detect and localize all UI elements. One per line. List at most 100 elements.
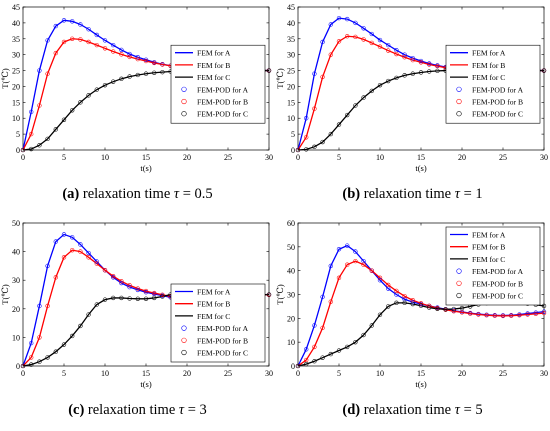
data-point [61, 232, 67, 237]
legend-marker [456, 280, 462, 286]
data-point [386, 304, 391, 309]
caption-text: relaxation time [82, 186, 171, 202]
data-point [45, 303, 50, 309]
data-point [377, 44, 383, 49]
caption-symbol: τ [454, 402, 460, 418]
data-point [304, 135, 309, 140]
data-point [353, 20, 358, 26]
y-tick-label: 10 [287, 114, 295, 123]
data-point [312, 344, 317, 350]
x-tick-label: 15 [417, 369, 425, 378]
data-point [160, 292, 165, 297]
legend-label: FEM-POD for C [472, 110, 523, 119]
x-tick-label: 30 [540, 369, 548, 378]
x-tick-label: 30 [540, 153, 548, 162]
data-point [369, 88, 374, 94]
data-point [152, 60, 157, 66]
data-point [119, 295, 124, 301]
data-point [78, 100, 83, 105]
data-point [320, 355, 325, 360]
data-point [143, 57, 149, 62]
data-point [94, 42, 99, 48]
data-point [70, 108, 75, 113]
data-point [53, 275, 58, 280]
data-point [45, 263, 50, 269]
data-point [102, 297, 108, 302]
x-tick-label: 30 [265, 369, 273, 378]
data-point [345, 262, 350, 267]
data-point [427, 69, 432, 74]
data-point [418, 60, 424, 65]
data-point [361, 332, 366, 338]
data-point [78, 22, 83, 27]
data-point [459, 305, 465, 311]
legend-label: FEM-POD for A [197, 85, 249, 94]
data-point [135, 55, 140, 60]
data-point [266, 68, 272, 73]
legend-marker [181, 325, 187, 331]
x-tick-label: 30 [265, 153, 273, 162]
data-point [86, 250, 91, 256]
data-point [328, 22, 333, 27]
x-tick-label: 20 [458, 153, 466, 162]
chart-panel-a: 0 5 10 15 20 25 30 0 5 10 15 20 25 30 35 40 45 t(s) T(℃) FE… [0, 0, 275, 215]
data-point [533, 310, 538, 315]
data-point [53, 239, 58, 244]
data-point [135, 286, 140, 291]
data-point [61, 255, 67, 260]
y-tick-label: 5 [291, 130, 295, 139]
data-point [386, 48, 391, 53]
y-tick-label: 15 [12, 98, 20, 107]
data-point [541, 310, 547, 316]
data-point [418, 58, 424, 64]
data-point [61, 117, 67, 122]
data-point [37, 335, 42, 340]
data-point [102, 38, 108, 43]
y-tick-label: 40 [287, 267, 295, 276]
legend-marker [456, 86, 462, 92]
data-point [160, 69, 165, 75]
data-point [102, 46, 108, 51]
data-point [70, 247, 75, 253]
x-tick-label: 0 [21, 153, 25, 162]
data-point [70, 19, 75, 24]
x-axis-label: t(s) [140, 163, 152, 173]
x-tick-label: 5 [62, 369, 66, 378]
legend: FEM for A FEM for B FEM for C FEM-POD for A… [170, 283, 266, 363]
y-tick-label: 10 [12, 114, 20, 123]
data-point [394, 300, 399, 306]
data-point [402, 293, 407, 299]
legend-label: FEM-POD for B [197, 336, 248, 345]
data-point [427, 305, 432, 310]
data-point [468, 311, 473, 316]
series-fem-pod-for-b [295, 258, 547, 369]
caption-label: (a) [62, 186, 80, 202]
data-point [517, 313, 522, 318]
data-point [111, 275, 116, 280]
y-axis-label: T(℃) [275, 284, 285, 305]
data-point [119, 280, 124, 286]
y-tick-label: 10 [12, 333, 20, 342]
data-point [312, 144, 317, 149]
chart-panel-d: 0 5 10 15 20 25 30 0 10 20 30 40 50 60 t(s) T(℃) FEM for… [275, 216, 550, 431]
data-point [418, 70, 424, 75]
data-point [336, 247, 342, 252]
data-point [312, 106, 317, 111]
x-tick-label: 10 [376, 153, 384, 162]
data-point [70, 36, 75, 41]
data-point [328, 351, 333, 357]
x-tick-label: 5 [337, 153, 341, 162]
data-point [143, 58, 149, 64]
data-point [336, 15, 342, 21]
data-point [427, 62, 432, 67]
data-point [541, 68, 547, 73]
y-tick-label: 10 [287, 338, 295, 347]
data-point [86, 93, 91, 98]
y-tick-label: 15 [287, 98, 295, 107]
data-point [160, 62, 165, 67]
data-point [476, 312, 481, 317]
chart-panel-b: 0 5 10 15 20 25 30 0 5 10 15 20 25 30 35 40 45 t(s) T(℃) FE… [275, 0, 550, 215]
caption-label: (d) [342, 402, 361, 418]
data-point [345, 16, 350, 22]
legend-label: FEM-POD for A [472, 85, 524, 94]
